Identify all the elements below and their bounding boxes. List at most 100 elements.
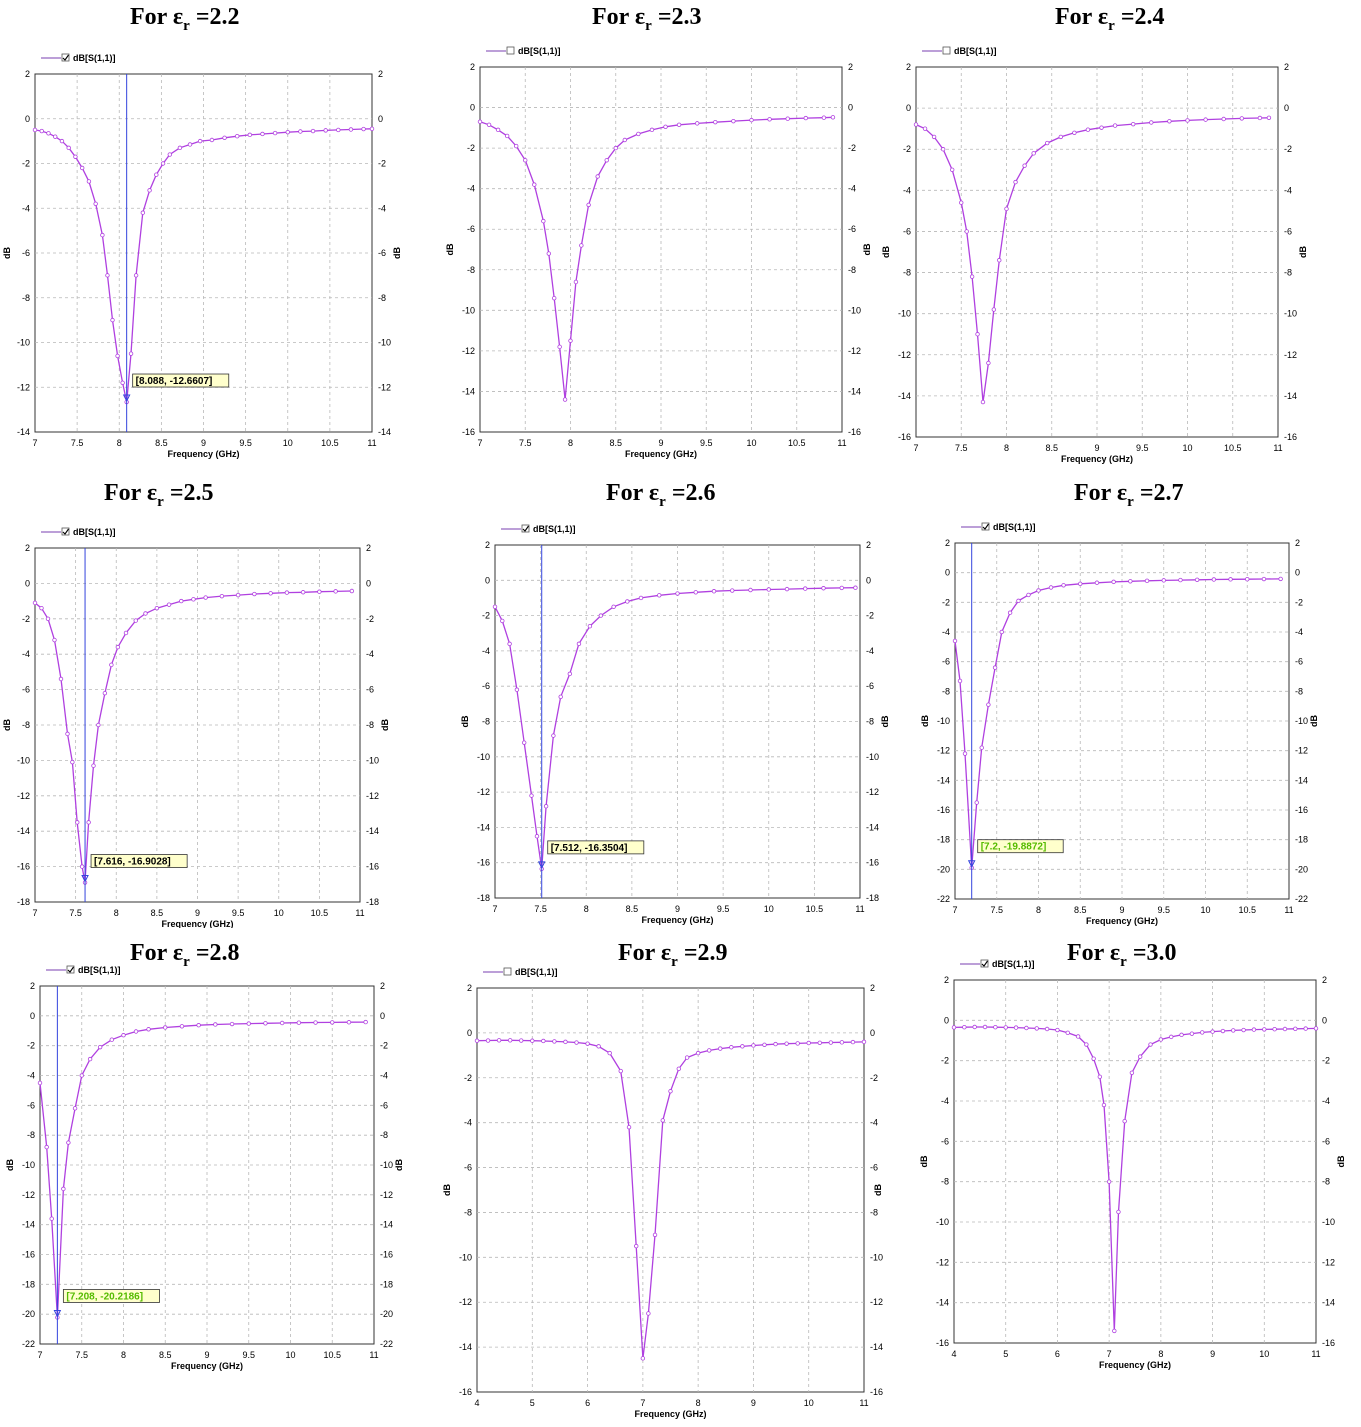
y-tick-label: -4 xyxy=(467,184,475,194)
data-point xyxy=(729,1045,734,1050)
x-tick-label: 11 xyxy=(1284,905,1293,915)
x-tick-label: 8.5 xyxy=(609,438,622,448)
data-point xyxy=(1211,577,1217,582)
chart-title: For εr =2.6 xyxy=(606,480,716,511)
y-tick-label-right: -16 xyxy=(1322,1338,1335,1348)
data-point xyxy=(87,1056,93,1062)
title-subscript: r xyxy=(1127,493,1134,510)
legend-checkbox[interactable] xyxy=(521,524,530,533)
check-icon xyxy=(982,523,989,530)
data-point xyxy=(999,629,1004,635)
legend-checkbox[interactable] xyxy=(980,959,989,968)
y-tick-label: -4 xyxy=(27,1071,35,1081)
legend-label: dB[S(1,1)] xyxy=(993,522,1036,532)
marker-triangle-icon xyxy=(537,861,546,869)
data-point xyxy=(105,273,110,278)
data-point xyxy=(79,165,85,171)
y-tick-label-right: -12 xyxy=(870,1297,883,1307)
title-text: For ε xyxy=(1067,940,1121,966)
legend-label: dB[S(1,1)] xyxy=(954,46,997,56)
y-tick-label-right: -10 xyxy=(378,338,391,348)
y-tick-label-right: -2 xyxy=(866,611,874,621)
title-subscript: r xyxy=(183,17,190,34)
x-tick-label: 8 xyxy=(117,438,122,448)
y-tick-label: -18 xyxy=(17,897,30,907)
y-tick-label-right: -14 xyxy=(380,1220,393,1230)
y-tick-label-right: -12 xyxy=(1322,1257,1335,1267)
s11-curve xyxy=(34,128,373,403)
data-point xyxy=(1099,125,1104,130)
x-tick-label: 9 xyxy=(751,1398,756,1408)
data-point xyxy=(1016,598,1021,604)
plot-area xyxy=(476,987,865,1393)
y-tick-label-right: -4 xyxy=(866,646,874,656)
legend: dB[S(1,1)] xyxy=(483,967,558,977)
legend-checkbox[interactable] xyxy=(942,46,951,55)
x-tick-label: 11 xyxy=(1273,443,1282,453)
data-point xyxy=(604,158,609,163)
data-point xyxy=(541,218,546,224)
y-tick-label: -16 xyxy=(22,1250,35,1260)
data-point xyxy=(931,134,937,140)
y-tick-label-right: -12 xyxy=(866,787,879,797)
data-point xyxy=(1022,163,1027,168)
data-point xyxy=(521,740,527,745)
y-tick-label: -16 xyxy=(462,427,475,437)
title-text: For ε xyxy=(592,4,646,30)
y-tick-label: 2 xyxy=(944,975,949,985)
y-axis-label-right: dB xyxy=(392,247,402,259)
data-point xyxy=(110,317,115,323)
data-point xyxy=(1072,130,1077,135)
data-point xyxy=(574,1040,579,1045)
data-point xyxy=(951,1025,957,1030)
data-point xyxy=(191,597,196,602)
y-tick-label: -10 xyxy=(17,338,30,348)
data-point xyxy=(1101,1102,1107,1108)
data-point xyxy=(562,397,568,402)
legend-checkbox[interactable] xyxy=(66,965,75,974)
x-axis-label: Frequency (GHz) xyxy=(634,1409,706,1419)
y-tick-label-right: 0 xyxy=(866,575,871,585)
chart-title: For εr =2.8 xyxy=(130,940,240,971)
data-point xyxy=(663,124,668,130)
data-point xyxy=(1262,1027,1267,1032)
x-tick-label: 11 xyxy=(855,904,864,914)
legend-checkbox[interactable] xyxy=(503,967,512,976)
data-point xyxy=(474,1038,480,1043)
data-point xyxy=(975,332,980,337)
data-point xyxy=(839,1040,845,1045)
data-point xyxy=(821,115,827,120)
data-point xyxy=(93,201,98,206)
y-tick-label: -18 xyxy=(937,835,950,845)
x-tick-label: 7.5 xyxy=(534,904,547,914)
s11-chart: 7 7.5 8 8.5 9 9.5 10 10.5 11 2 2 0 0 -2 -2 -4 -4 -6 -6 -8 -8… xyxy=(5,965,404,1371)
legend-checkbox[interactable] xyxy=(61,53,70,62)
data-point xyxy=(333,589,338,594)
data-point xyxy=(485,1038,491,1043)
data-point xyxy=(972,1024,977,1030)
legend-checkbox[interactable] xyxy=(506,46,515,55)
data-point xyxy=(49,1216,54,1221)
data-point xyxy=(784,586,790,592)
data-point xyxy=(61,1186,66,1192)
x-tick-label: 5 xyxy=(530,1398,535,1408)
data-point xyxy=(625,599,630,604)
legend-checkbox[interactable] xyxy=(61,527,70,536)
y-tick-label-right: -6 xyxy=(1322,1136,1330,1146)
x-tick-label: 8 xyxy=(568,438,573,448)
data-point xyxy=(1137,1054,1143,1059)
legend-checkbox[interactable] xyxy=(981,522,990,531)
data-point xyxy=(1278,576,1283,582)
y-tick-label: -20 xyxy=(937,864,950,874)
data-point xyxy=(123,630,129,636)
y-tick-label: -14 xyxy=(477,822,490,832)
data-point xyxy=(323,128,328,133)
y-tick-label: -6 xyxy=(22,248,30,258)
y-tick-label: -16 xyxy=(459,1387,472,1397)
data-point xyxy=(91,763,96,768)
data-point xyxy=(1058,134,1063,140)
y-tick-label: -8 xyxy=(903,268,911,278)
y-tick-label-right: -18 xyxy=(866,893,879,903)
x-tick-label: 10 xyxy=(1200,905,1210,915)
y-tick-label: -16 xyxy=(17,862,30,872)
